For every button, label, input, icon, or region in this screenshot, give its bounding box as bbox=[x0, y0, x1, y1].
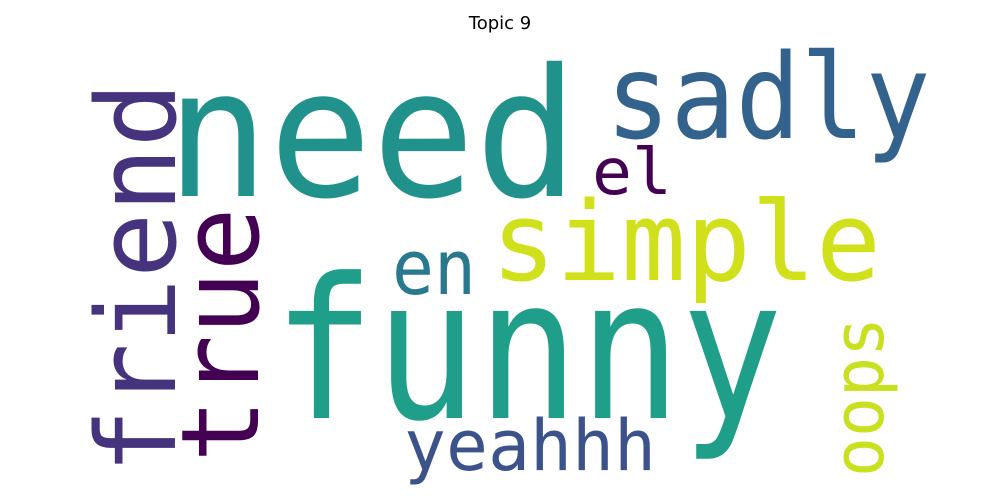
word-en: en bbox=[392, 223, 476, 312]
word-need: need bbox=[166, 31, 578, 238]
word-simple: simple bbox=[491, 178, 881, 306]
word-sadly: sadly bbox=[606, 28, 931, 166]
word-friend: friend bbox=[73, 82, 201, 474]
word-yeahhh: yeahhh bbox=[404, 405, 656, 487]
word-true: true bbox=[159, 208, 284, 463]
word-oops: oops bbox=[818, 317, 900, 477]
word-funny: funny bbox=[273, 237, 783, 465]
word-el: el bbox=[592, 136, 672, 210]
figure-title: Topic 9 bbox=[468, 13, 532, 34]
